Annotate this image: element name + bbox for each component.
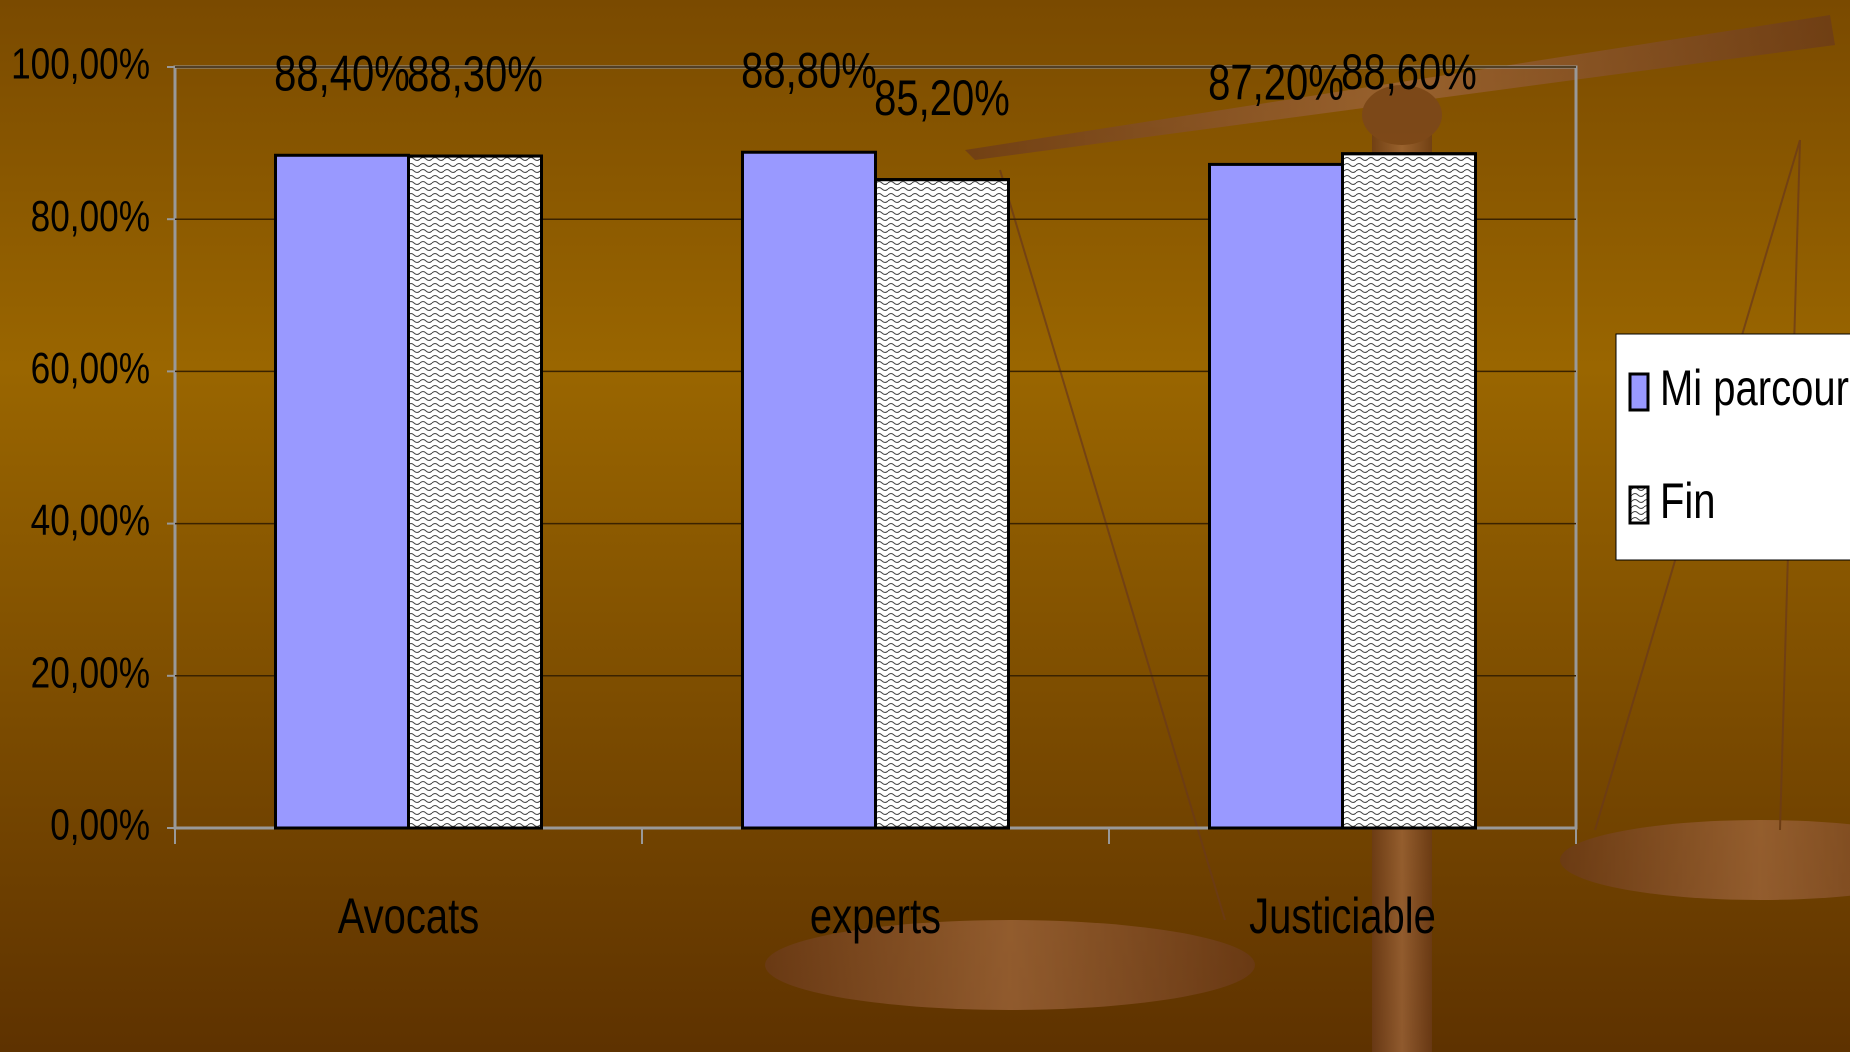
bar-pattern xyxy=(1341,152,1477,830)
y-tick-label: 80,00% xyxy=(31,192,150,241)
value-label: 87,20% xyxy=(1208,54,1344,110)
value-label: 88,40% xyxy=(274,45,410,101)
y-tick-label: 0,00% xyxy=(50,801,150,850)
value-label: 88,30% xyxy=(407,46,543,102)
bar xyxy=(274,153,410,830)
value-label: 85,20% xyxy=(874,70,1010,126)
value-label: 88,80% xyxy=(741,42,877,98)
x-tick-label: Avocats xyxy=(338,888,480,944)
bar-pattern xyxy=(874,178,1010,830)
bar-pattern xyxy=(407,154,543,830)
x-tick-label: experts xyxy=(810,888,941,944)
legend-box xyxy=(1615,333,1850,561)
legend: Mi parcours Fin xyxy=(1615,333,1850,561)
y-tick-label: 40,00% xyxy=(31,497,150,546)
legend-swatch-pattern xyxy=(1628,485,1650,525)
y-tick-label: 20,00% xyxy=(31,649,150,698)
bar xyxy=(1208,162,1344,830)
x-tick-label: Justiciable xyxy=(1249,888,1436,944)
legend-label: Mi parcours xyxy=(1660,360,1850,416)
value-label: 88,60% xyxy=(1341,44,1477,100)
legend-label: Fin xyxy=(1660,473,1716,529)
legend-swatch xyxy=(1628,372,1650,412)
y-tick-label: 100,00% xyxy=(11,40,150,89)
bar xyxy=(741,150,877,830)
y-tick-label: 60,00% xyxy=(31,344,150,393)
